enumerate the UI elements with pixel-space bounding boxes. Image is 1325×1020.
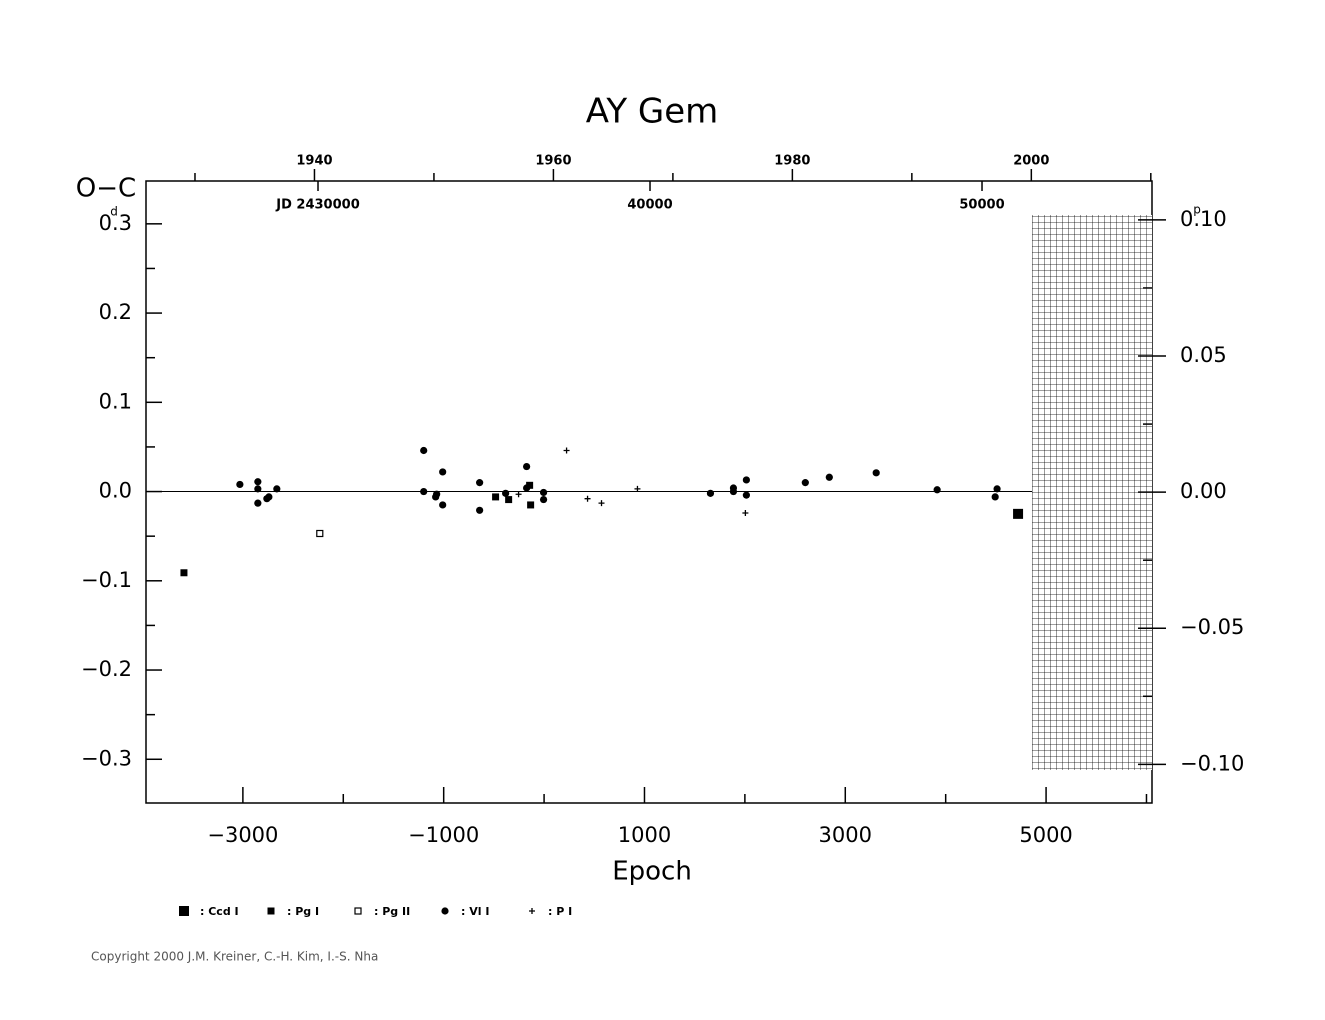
data-point xyxy=(729,487,738,496)
legend-marker xyxy=(354,907,362,915)
data-point xyxy=(539,488,548,497)
legend-label: : Vl I xyxy=(461,905,489,918)
legend-label: : Ccd I xyxy=(200,905,239,918)
data-point xyxy=(523,484,531,492)
legend-item: : P I xyxy=(529,905,572,918)
y-tick-label: −0.2 xyxy=(81,657,132,681)
data-point xyxy=(420,446,428,455)
data-point xyxy=(584,495,591,502)
data-point xyxy=(563,447,570,454)
chart-title: AY Gem xyxy=(586,92,719,132)
y2-tick-label: 0.10 xyxy=(1180,207,1227,231)
y-tick-label: −0.1 xyxy=(81,568,132,592)
data-point xyxy=(476,506,484,514)
y-unit: d xyxy=(110,204,118,218)
x-axis-label: Epoch xyxy=(612,857,692,887)
data-point xyxy=(515,491,522,498)
legend-item: : Pg I xyxy=(267,905,319,918)
copyright: Copyright 2000 J.M. Kreiner, C.-H. Kim, … xyxy=(91,950,378,964)
legend-item: : Pg II xyxy=(354,905,410,918)
data-point xyxy=(316,529,324,538)
data-point xyxy=(254,485,262,493)
legend-item: : Vl I xyxy=(441,905,489,918)
y-tick-label: 0.1 xyxy=(99,389,132,413)
year-tick-label: 2000 xyxy=(1013,154,1049,169)
data-point xyxy=(527,501,535,509)
legend-marker xyxy=(441,907,449,915)
y2-tick-label: 0.00 xyxy=(1180,479,1227,503)
data-point xyxy=(254,499,262,507)
year-tick-label: 1960 xyxy=(535,154,571,169)
data-point xyxy=(598,500,605,507)
data-point xyxy=(539,495,548,504)
data-point xyxy=(420,487,428,496)
data-point xyxy=(180,569,188,577)
x-tick-label: 3000 xyxy=(819,823,872,847)
y2-unit: p xyxy=(1193,202,1201,216)
year-tick-label: 1940 xyxy=(296,154,332,169)
legend-marker xyxy=(529,908,535,914)
legend-item: : Ccd I xyxy=(179,905,239,918)
data-point xyxy=(254,478,262,486)
data-point xyxy=(825,473,833,481)
data-point xyxy=(993,485,1001,493)
data-point xyxy=(634,485,641,492)
x-tick-label: −1000 xyxy=(408,823,479,847)
data-point xyxy=(742,491,750,499)
data-point xyxy=(439,468,447,476)
jd-tick-label: 40000 xyxy=(627,198,672,213)
data-point xyxy=(505,496,513,504)
x-tick-label: −3000 xyxy=(207,823,278,847)
data-point xyxy=(433,490,441,498)
y-tick-label: 0.2 xyxy=(99,300,132,324)
data-point xyxy=(742,509,749,516)
data-point xyxy=(801,479,809,487)
data-point xyxy=(236,480,244,489)
year-tick-label: 1980 xyxy=(774,154,810,169)
y2-tick-label: −0.05 xyxy=(1180,615,1244,639)
y-axis-label: O−C xyxy=(76,174,136,204)
y-tick-label: 0.3 xyxy=(99,211,132,235)
data-point xyxy=(492,493,500,501)
data-point xyxy=(933,486,941,494)
data-point xyxy=(742,476,750,484)
data-point xyxy=(991,493,999,501)
y-tick-label: 0.0 xyxy=(99,479,132,503)
hatched-region xyxy=(1032,215,1152,770)
data-point xyxy=(439,501,447,509)
legend-label: : Pg II xyxy=(374,905,410,918)
data-point xyxy=(526,481,534,489)
x-tick-label: 1000 xyxy=(618,823,671,847)
data-point xyxy=(265,493,273,501)
y2-tick-label: −0.10 xyxy=(1180,751,1244,775)
legend-marker xyxy=(179,906,189,916)
legend-label: : Pg I xyxy=(287,905,319,918)
legend-marker xyxy=(267,907,275,915)
jd-tick-label: 50000 xyxy=(959,198,1004,213)
data-point xyxy=(706,489,715,497)
y-tick-label: −0.3 xyxy=(81,746,132,770)
data-point xyxy=(502,489,510,497)
data-point xyxy=(476,479,484,487)
x-tick-label: 5000 xyxy=(1019,823,1072,847)
data-point xyxy=(872,469,880,477)
jd-tick-label: JD 2430000 xyxy=(275,198,359,213)
data-point xyxy=(1013,508,1024,519)
data-point xyxy=(523,462,531,471)
y2-tick-label: 0.05 xyxy=(1180,343,1227,367)
legend-label: : P I xyxy=(548,905,572,918)
data-point xyxy=(273,485,281,493)
